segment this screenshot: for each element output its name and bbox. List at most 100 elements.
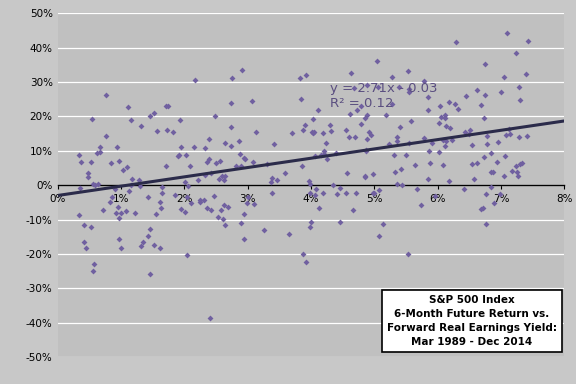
Point [452,39,461,45]
Point [214,175,223,182]
Point [249,200,259,207]
Point [156,199,165,205]
Point [441,123,450,129]
Point [86,159,95,165]
Point [346,70,355,76]
Point [215,157,225,164]
Point [490,200,499,206]
Point [507,168,517,174]
Point [310,152,320,159]
Point [115,215,124,221]
Point [195,199,204,205]
Point [362,136,372,142]
Point [240,236,249,242]
Point [395,84,404,90]
Point [477,206,486,212]
Point [285,231,294,237]
Point [479,154,488,160]
Point [226,143,236,149]
Point [304,178,313,184]
Point [236,220,245,226]
Point [403,68,412,74]
Point [301,72,310,78]
Point [316,152,325,158]
Point [472,160,482,166]
Point [516,97,525,103]
Point [127,182,136,188]
Point [137,123,146,129]
Point [199,197,209,203]
Point [425,147,434,154]
Point [522,71,531,77]
Point [299,251,308,257]
Point [232,163,241,169]
Point [89,262,98,268]
Point [206,207,215,213]
Point [363,111,372,118]
Point [460,129,469,135]
Point [297,163,306,169]
Point [314,204,324,210]
Point [332,190,341,197]
Point [206,170,215,176]
Point [121,208,130,214]
Point [517,160,526,166]
Point [238,67,247,73]
Point [106,199,115,205]
Point [175,118,184,124]
Point [127,117,136,123]
Point [435,103,444,109]
Point [111,185,120,192]
Point [196,197,205,203]
Point [426,160,435,166]
Point [351,190,361,196]
Point [350,134,359,140]
Point [495,191,505,197]
Text: S&P 500 Index
6-Month Future Return vs.
Forward Real Earnings Yield:
Mar 1989 - : S&P 500 Index 6-Month Future Return vs. … [387,295,557,347]
Point [511,162,520,169]
Point [96,144,105,150]
Point [308,129,317,135]
Point [342,127,351,133]
Point [116,245,126,251]
Point [218,216,228,222]
Point [107,194,116,200]
Point [486,150,495,156]
Point [180,179,190,185]
Point [514,83,524,89]
Point [393,134,402,141]
Point [487,184,496,190]
Point [163,103,172,109]
Point [378,221,388,227]
Point [460,186,469,192]
Point [263,161,272,167]
Point [318,190,327,197]
Point [365,129,374,136]
Point [328,182,338,189]
Point [226,124,235,130]
Point [516,161,525,167]
Point [228,74,237,81]
Point [83,174,92,180]
Point [397,182,407,188]
Point [480,92,490,98]
Point [369,171,378,177]
Point [180,209,190,215]
Point [482,133,491,139]
Point [106,160,115,166]
Point [190,77,199,83]
Point [390,169,399,175]
Point [374,232,384,238]
Point [251,129,260,136]
Point [115,236,124,242]
Point [501,132,510,138]
Point [326,128,335,134]
Point [388,101,397,107]
Point [363,83,372,89]
Point [395,124,404,130]
Point [410,162,419,168]
Point [486,169,495,175]
Point [442,137,451,144]
Point [223,204,232,210]
Point [209,193,218,199]
